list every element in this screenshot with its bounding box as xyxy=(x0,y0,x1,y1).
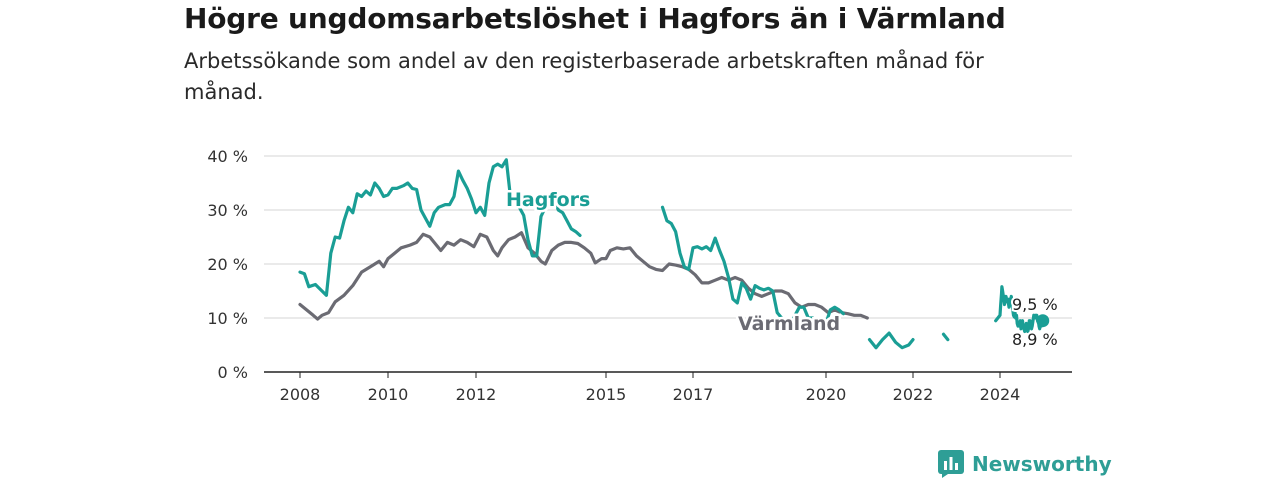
series-label-varmland: Värmland xyxy=(738,313,840,335)
y-tick-label: 30 % xyxy=(207,201,248,220)
gridlines xyxy=(264,155,1072,319)
y-tick-label: 0 % xyxy=(218,363,248,382)
series-labels: Hagfors Värmland 9,5 % 8,9 % xyxy=(504,187,1060,352)
x-tick-label: 2010 xyxy=(368,385,409,404)
chart-title: Högre ungdomsarbetslöshet i Hagfors än i… xyxy=(184,2,1006,35)
x-tick-label: 2017 xyxy=(673,385,714,404)
x-axis: 2008 2010 2012 2015 2017 2020 2022 2024 xyxy=(264,371,1072,404)
y-axis: 0 % 10 % 20 % 30 % 40 % xyxy=(207,147,248,382)
series-line-varmland xyxy=(298,231,869,321)
series-line-hagfors xyxy=(994,285,1045,334)
x-tick-label: 2015 xyxy=(586,385,627,404)
end-label-varmland: 8,9 % xyxy=(1012,330,1058,349)
series-line-hagfors xyxy=(660,205,845,325)
x-tick-label: 2022 xyxy=(893,385,934,404)
series-label-hagfors: Hagfors xyxy=(506,189,590,211)
end-label-hagfors: 9,5 % xyxy=(1012,295,1058,314)
y-tick-label: 10 % xyxy=(207,309,248,328)
endpoint-hagfors xyxy=(1036,314,1050,328)
chart-subtitle: Arbetssökande som andel av den registerb… xyxy=(184,49,984,104)
bar-chart-logo-icon xyxy=(938,450,964,478)
series-line-hagfors xyxy=(298,158,582,297)
series-line-hagfors xyxy=(867,331,915,350)
series-line-hagfors xyxy=(941,332,950,342)
y-tick-label: 20 % xyxy=(207,255,248,274)
newsworthy-logo: Newsworthy xyxy=(938,450,1112,478)
x-tick-label: 2024 xyxy=(980,385,1021,404)
series-lines xyxy=(298,158,1045,350)
x-tick-label: 2008 xyxy=(280,385,321,404)
x-tick-label: 2020 xyxy=(806,385,847,404)
y-tick-label: 40 % xyxy=(207,147,248,166)
x-tick-label: 2012 xyxy=(456,385,497,404)
brand-name: Newsworthy xyxy=(972,452,1112,476)
line-chart: 0 % 10 % 20 % 30 % 40 % 2008 2010 2012 2015 2017… xyxy=(207,147,1072,404)
